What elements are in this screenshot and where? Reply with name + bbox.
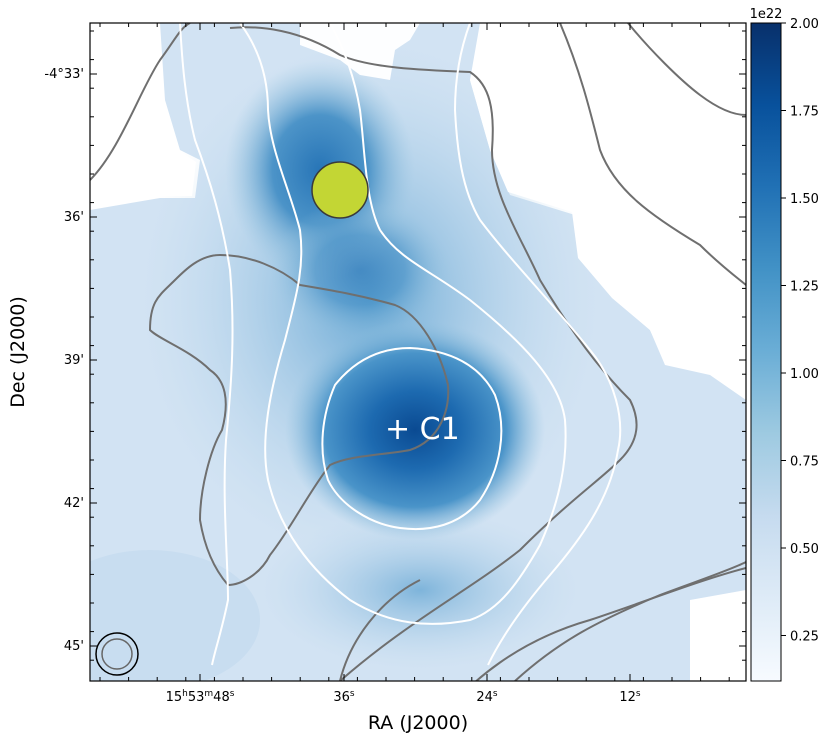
colorbar-tick-label: 1.25 — [790, 280, 819, 295]
x-axis-label: RA (J2000) — [368, 712, 468, 734]
white-contour — [179, 23, 234, 666]
x-tick-label: 36s — [333, 689, 355, 705]
x-tick-label: 24s — [476, 689, 498, 705]
gray-contour — [514, 561, 746, 681]
x-tick-label: 12s — [619, 689, 641, 705]
gray-contour — [559, 23, 746, 286]
y-tick-label: -4°33' — [44, 67, 84, 82]
colorbar-tick-label: 2.00 — [790, 17, 819, 32]
source-label-c1: + C1 — [385, 412, 460, 447]
colorbar-tick-label: 0.25 — [790, 630, 819, 645]
gray-contour — [627, 23, 746, 116]
colorbar — [750, 22, 782, 682]
colorbar-tick-label: 1.50 — [790, 192, 819, 207]
white-contour — [239, 23, 567, 625]
colorbar-tick-label: 0.50 — [790, 542, 819, 557]
gray-contour — [229, 26, 638, 681]
colorbar-tick-label: 1.75 — [790, 105, 819, 120]
column-density-map — [90, 23, 746, 681]
white-contour — [321, 346, 503, 531]
y-tick-label: 45' — [64, 639, 84, 654]
marker-circle — [311, 161, 369, 219]
colorbar-tick-label: 0.75 — [790, 455, 819, 470]
gray-contour — [474, 567, 746, 681]
white-contour — [453, 23, 622, 666]
plot-frame — [89, 22, 747, 682]
gray-contour — [339, 579, 421, 681]
colorbar-tick-label: 1.00 — [790, 367, 819, 382]
y-axis-label: Dec (J2000) — [7, 296, 29, 408]
gray-contour — [148, 253, 450, 587]
y-tick-label: 39' — [64, 353, 84, 368]
x-tick-label: 15h53m48s — [166, 689, 235, 705]
beam-ellipse — [95, 632, 139, 676]
y-tick-label: 42' — [64, 496, 84, 511]
colorbar-offset-label: 1e22 — [750, 7, 783, 22]
y-tick-label: 36' — [64, 210, 84, 225]
